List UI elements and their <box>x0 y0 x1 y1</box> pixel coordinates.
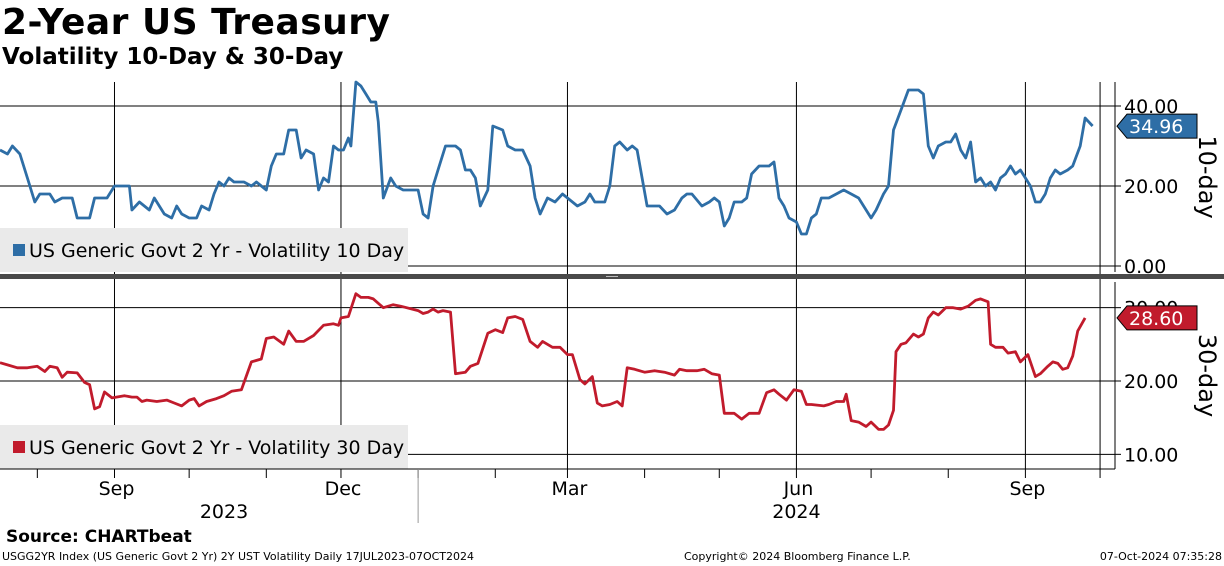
x-month-label: Sep <box>99 478 135 500</box>
y-tick-label: 10.00 <box>1124 444 1178 466</box>
legend-swatch-30-day <box>13 441 25 453</box>
legend-box-30-day <box>0 425 408 469</box>
source-label: Source: CHARTbeat <box>6 527 192 547</box>
chart-title: 2-Year US Treasury <box>2 2 391 43</box>
legend-swatch-10-day <box>13 244 25 256</box>
x-year-label: 2023 <box>200 501 248 523</box>
last-value-label-30-day: 28.60 <box>1129 308 1183 330</box>
axis-label-10-day: 10-day <box>1193 135 1221 218</box>
series-line-30-day <box>0 292 1087 431</box>
footer-copyright: Copyright© 2024 Bloomberg Finance L.P. <box>684 550 911 563</box>
x-month-label: Sep <box>1009 478 1045 500</box>
last-value-label-10-day: 34.96 <box>1129 116 1183 138</box>
y-tick-label: 40.00 <box>1124 96 1178 118</box>
x-month-label: Jun <box>783 478 814 500</box>
y-tick-label: 20.00 <box>1124 176 1178 198</box>
last-value-tag-30-day <box>1116 305 1198 331</box>
footer-timestamp: 07-Oct-2024 07:35:28 <box>1099 550 1222 563</box>
axis-label-30-day: 30-day <box>1193 334 1221 417</box>
legend-label-30-day: US Generic Govt 2 Yr - Volatility 30 Day <box>29 437 404 459</box>
x-year-label: 2024 <box>772 501 820 523</box>
chart-subtitle: Volatility 10-Day & 30-Day <box>2 44 344 70</box>
series-line-10-day <box>0 80 1094 236</box>
y-tick-label: 20.00 <box>1124 371 1178 393</box>
legend-label-10-day: US Generic Govt 2 Yr - Volatility 10 Day <box>29 240 404 262</box>
legend-box-10-day <box>0 228 408 272</box>
x-month-label: Dec <box>325 478 362 500</box>
y-tick-label: 0.00 <box>1124 256 1166 278</box>
x-month-label: Mar <box>552 478 588 500</box>
footer-ticker-info: USGG2YR Index (US Generic Govt 2 Yr) 2Y … <box>2 550 475 563</box>
last-value-tag-10-day <box>1116 113 1198 139</box>
